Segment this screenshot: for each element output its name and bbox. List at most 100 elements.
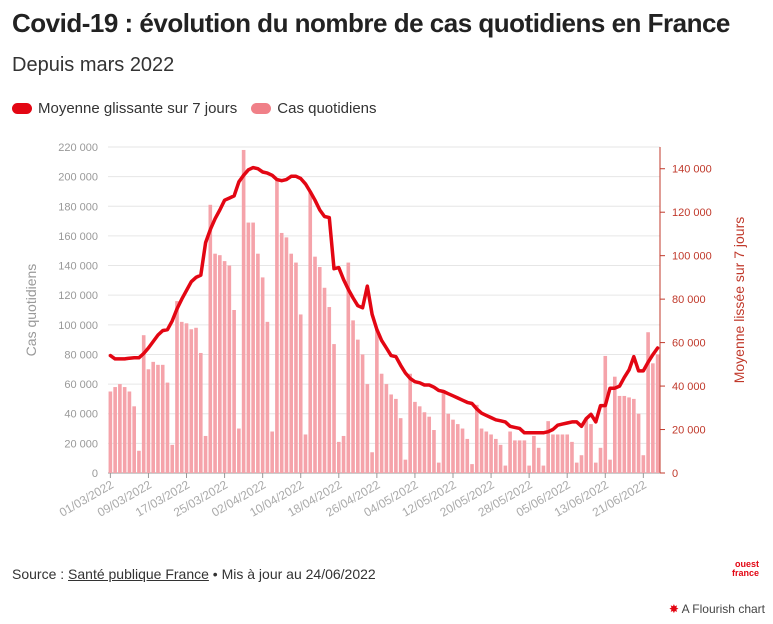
bar: [589, 424, 593, 473]
bar: [503, 465, 508, 473]
bar: [256, 253, 260, 473]
bar: [203, 435, 208, 473]
bar: [460, 428, 465, 473]
bar: [408, 373, 412, 473]
bar: [360, 354, 365, 473]
bar: [608, 459, 612, 473]
y-tick-label: 220 000: [58, 142, 98, 154]
ouest-france-logo[interactable]: ouest france: [715, 560, 759, 582]
bar: [132, 406, 136, 473]
bar: [465, 438, 470, 473]
chart-title: Covid-19 : évolution du nombre de cas qu…: [12, 8, 730, 38]
bar: [446, 413, 451, 473]
bar: [379, 373, 384, 473]
bar: [636, 413, 641, 473]
y-tick-label: 120 000: [58, 290, 98, 302]
bar: [208, 204, 213, 474]
bar: [579, 455, 584, 473]
bar: [489, 434, 493, 473]
bar: [246, 222, 251, 473]
bar: [441, 390, 446, 473]
bar: [108, 391, 113, 473]
bar: [113, 387, 117, 473]
y-tick-label: 60 000: [64, 379, 98, 391]
bar: [194, 327, 198, 473]
bar: [474, 404, 479, 473]
bar: [389, 394, 393, 473]
legend-item-moving-average[interactable]: Moyenne glissante sur 7 jours: [12, 100, 237, 117]
bar: [517, 440, 522, 473]
bar: [346, 262, 351, 473]
bar: [413, 401, 417, 473]
bar: [237, 428, 241, 473]
bar: [384, 384, 389, 473]
bar: [270, 431, 274, 473]
flourish-star-icon: ✸: [668, 602, 679, 616]
bar: [612, 376, 617, 473]
bar: [351, 320, 355, 473]
bar: [436, 462, 441, 473]
bar: [327, 307, 332, 473]
bar: [198, 352, 203, 473]
source-prefix: Source :: [12, 566, 69, 582]
y-tick-label: 20 000: [64, 438, 98, 450]
bar: [303, 434, 308, 473]
bar: [137, 450, 141, 473]
bar: [565, 434, 570, 473]
bar: [156, 364, 160, 473]
bar: [122, 387, 127, 473]
bar: [184, 323, 189, 473]
bar: [470, 464, 474, 473]
bar: [484, 431, 489, 473]
bar: [522, 440, 527, 473]
bar: [260, 277, 265, 473]
y-tick-label: 160 000: [58, 231, 98, 243]
chart-subtitle: Depuis mars 2022: [12, 54, 175, 76]
y-tick-label: 140 000: [58, 261, 98, 273]
bar: [227, 265, 232, 473]
bar: [417, 406, 422, 473]
bar: [165, 382, 170, 473]
flourish-label: A Flourish chart: [681, 602, 765, 616]
bar: [546, 421, 550, 473]
bar: [213, 253, 217, 473]
source-link[interactable]: Santé publique France: [68, 566, 209, 582]
bar: [622, 395, 627, 473]
bar: [513, 440, 517, 473]
bar: [646, 332, 650, 473]
logo-line-1: ouest: [734, 559, 759, 569]
legend-item-daily-cases[interactable]: Cas quotidiens: [251, 100, 377, 117]
bar: [298, 314, 303, 473]
bar: [189, 329, 194, 473]
flourish-credit[interactable]: ✸ A Flourish chart: [669, 602, 765, 616]
y2-tick-label: 0: [672, 468, 678, 480]
bar: [146, 369, 151, 473]
bar: [322, 287, 327, 473]
bar: [398, 418, 403, 473]
bar: [541, 465, 546, 473]
legend-label-moving-average: Moyenne glissante sur 7 jours: [38, 100, 238, 117]
bar: [532, 435, 536, 473]
bar: [508, 431, 512, 473]
bar: [279, 232, 284, 473]
bar: [479, 428, 484, 473]
source-footer: Source : Santé publique France • Mis à j…: [12, 566, 376, 582]
y2-tick-label: 60 000: [672, 338, 706, 350]
bar: [294, 262, 298, 473]
bar: [179, 321, 184, 473]
bar: [432, 430, 436, 473]
y2-axis-title: Moyenne lissée sur 7 jours: [731, 217, 747, 384]
y2-tick-label: 80 000: [672, 294, 706, 306]
bar: [584, 418, 589, 473]
y-axis-title: Cas quotidiens: [23, 264, 39, 357]
bar: [332, 344, 336, 473]
bar: [536, 447, 541, 473]
bar: [289, 253, 294, 473]
bar: [422, 412, 427, 473]
bar: [574, 462, 579, 473]
bar: [494, 438, 498, 473]
bar: [551, 434, 555, 473]
bar: [641, 455, 646, 473]
bar: [375, 329, 379, 473]
y-tick-label: 200 000: [58, 172, 98, 184]
